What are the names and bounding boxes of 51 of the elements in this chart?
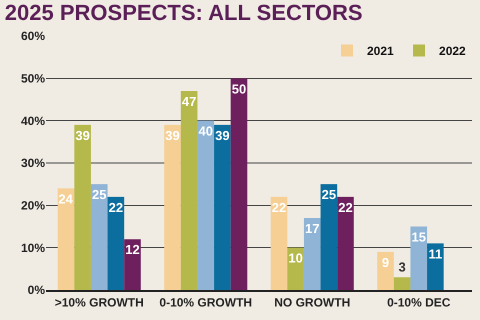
y-tick-label: 10% [20,240,46,255]
data-label: 22 [338,200,353,215]
bar [180,91,198,290]
bar [74,124,91,290]
bar [320,184,338,290]
data-label: 39 [165,128,180,143]
data-label: 11 [428,246,442,262]
legend-label: 2021 [367,44,394,58]
y-tick-label: 50% [20,72,46,86]
bar [394,277,410,290]
data-label: 25 [322,187,336,202]
bar [427,243,444,290]
data-label: 24 [58,191,74,206]
data-label: 50 [232,81,246,96]
data-label: 17 [305,221,320,236]
y-tick-label: 40% [20,114,46,128]
data-label: 39 [215,128,230,143]
bar [377,252,394,290]
bar [410,226,428,290]
data-label: 39 [75,128,90,143]
x-tick-label: >10% GROWTH [54,295,144,310]
data-label: 40 [198,124,213,139]
chart-title: 2025 PROSPECTS: ALL SECTORS [4,0,363,26]
data-label: 22 [272,200,286,215]
x-tick-label: NO GROWTH [274,295,350,310]
y-tick-label: 0% [28,283,46,298]
bar [230,78,248,290]
x-tick-label: 0-10% DEC [387,295,451,310]
bar [304,218,321,290]
bar [337,196,354,290]
data-label: 25 [92,187,106,202]
bar [124,239,141,290]
y-tick-label: 20% [20,198,46,213]
x-tick-label: 0-10% GROWTH [159,295,252,310]
bar [90,184,108,290]
bar [270,196,288,290]
bar [58,188,74,290]
data-label: 10 [288,250,303,266]
legend-label: 2022 [439,44,466,58]
y-tick-label: 60% [20,29,46,44]
bar [197,120,214,290]
data-label: 3 [398,259,406,274]
bar [214,124,231,290]
data-label: 47 [182,94,196,110]
data-label: 9 [382,254,390,270]
bar [164,124,181,290]
data-label: 12 [125,242,140,258]
data-label: 22 [108,200,124,215]
bar [108,196,124,290]
data-label: 15 [412,230,426,244]
y-tick-label: 30% [20,156,46,170]
